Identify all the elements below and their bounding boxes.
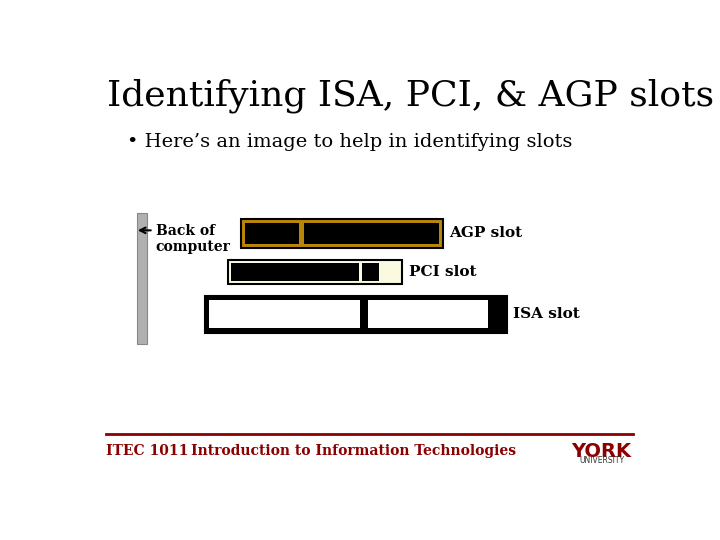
Text: Introduction to Information Technologies: Introduction to Information Technologies bbox=[191, 444, 516, 457]
Bar bbox=[231, 262, 359, 281]
Bar bbox=[210, 300, 361, 328]
Bar bbox=[245, 222, 300, 244]
Text: PCI slot: PCI slot bbox=[408, 265, 476, 279]
Text: UNIVERSITY: UNIVERSITY bbox=[579, 456, 624, 465]
Text: ITEC 1011: ITEC 1011 bbox=[106, 444, 188, 457]
Bar bbox=[304, 222, 438, 244]
Bar bbox=[228, 260, 402, 284]
Text: YORK: YORK bbox=[572, 442, 631, 461]
Text: Identifying ISA, PCI, & AGP slots: Identifying ISA, PCI, & AGP slots bbox=[107, 79, 714, 113]
Bar bbox=[362, 262, 379, 281]
Bar bbox=[368, 300, 488, 328]
Text: ISA slot: ISA slot bbox=[513, 307, 580, 321]
Text: Back of
computer: Back of computer bbox=[156, 224, 230, 254]
Bar bbox=[137, 213, 148, 345]
Bar bbox=[204, 296, 507, 333]
Text: AGP slot: AGP slot bbox=[449, 226, 522, 240]
Bar bbox=[241, 219, 443, 248]
Text: • Here’s an image to help in identifying slots: • Here’s an image to help in identifying… bbox=[127, 132, 572, 151]
